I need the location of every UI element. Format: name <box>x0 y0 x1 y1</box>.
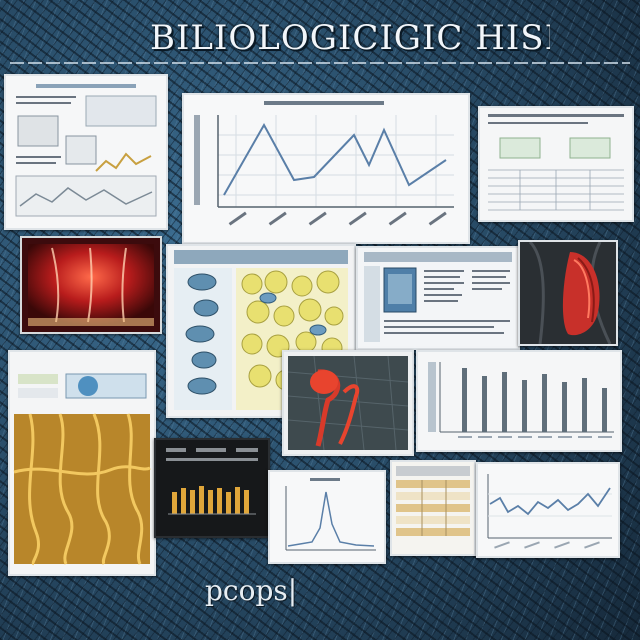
line-chart-graphic <box>184 95 468 242</box>
table-panel-top-right <box>478 106 634 222</box>
dark-bar-chart-panel <box>154 438 270 538</box>
title-divider <box>10 62 630 64</box>
table-graphic <box>480 108 632 220</box>
footer-caption: pcops| <box>205 574 298 607</box>
blue-document-panel <box>356 246 520 350</box>
red-specimen-graphic <box>520 242 616 344</box>
wave-chart-graphic <box>478 464 618 556</box>
red-specimen-image-panel <box>518 240 618 346</box>
collage-title: BILIOLOGICIGIC HISI <box>150 18 550 58</box>
document-graphic <box>6 76 166 228</box>
small-table-graphic <box>392 462 474 554</box>
line-series <box>223 122 447 196</box>
bar-chart-graphic <box>418 352 620 450</box>
golden-tissue-panel <box>8 350 156 576</box>
cell-grid-graphic <box>168 246 354 416</box>
peak-chart-graphic <box>270 472 384 562</box>
wave-chart-panel <box>476 462 620 558</box>
peak-chart-panel <box>268 470 386 564</box>
cell-grid-panel <box>166 244 356 418</box>
blue-document-graphic <box>358 248 518 348</box>
red-organism-panel <box>282 350 414 456</box>
bar-chart-panel-right <box>416 350 622 452</box>
red-organism-graphic <box>284 352 412 454</box>
red-glow-graphic <box>22 238 160 332</box>
golden-tissue-graphic <box>10 352 154 574</box>
line-chart-panel-top <box>182 93 470 244</box>
document-panel-top-left <box>4 74 168 230</box>
small-table-panel <box>390 460 476 556</box>
red-glow-image-panel <box>20 236 162 334</box>
dark-bar-chart-graphic <box>156 440 268 536</box>
